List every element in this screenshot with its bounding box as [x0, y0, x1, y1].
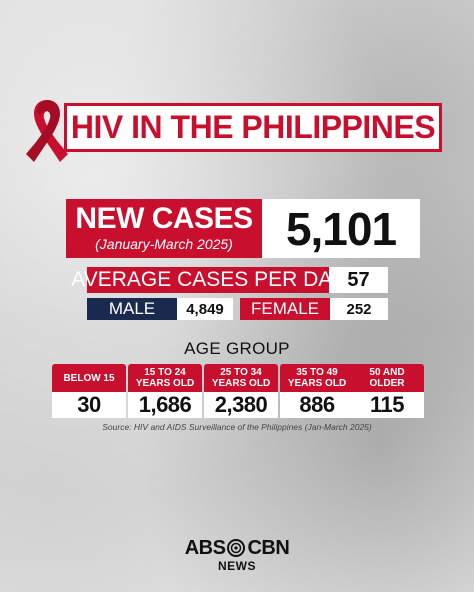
age-group-25-34: 25 TO 34 YEARS OLD 2,380: [204, 364, 278, 418]
male-value: 4,849: [177, 298, 233, 320]
age-group-label: 15 TO 24 YEARS OLD: [128, 364, 202, 392]
female-value: 252: [330, 298, 388, 320]
age-group-50-older: 50 AND OLDER 115: [350, 364, 424, 418]
page-title: HIV IN THE PHILIPPINES: [70, 109, 436, 145]
age-group-below-15: BELOW 15 30: [52, 364, 126, 418]
age-group-15-24: 15 TO 24 YEARS OLD 1,686: [128, 364, 202, 418]
age-group-label: 50 AND OLDER: [350, 364, 424, 392]
abs-cbn-logo-mark-icon: [227, 539, 246, 557]
age-group-35-49: 35 TO 49 YEARS OLD 886: [280, 364, 354, 418]
abs-cbn-news-logo: ABS CBN NEWS: [0, 538, 474, 573]
female-label: FEMALE: [240, 298, 330, 320]
age-group-heading: AGE GROUP: [184, 339, 290, 358]
age-group-value: 115: [350, 392, 424, 418]
title-box: HIV IN THE PHILIPPINES: [64, 103, 442, 152]
age-group-label: 25 TO 34 YEARS OLD: [204, 364, 278, 392]
age-group-label: 35 TO 49 YEARS OLD: [280, 364, 354, 392]
red-ribbon-icon: [26, 100, 68, 162]
new-cases-label: NEW CASES: [75, 202, 253, 235]
logo-right-text: CBN: [247, 537, 290, 559]
new-cases-period: (January-March 2025): [95, 236, 233, 252]
new-cases-value: 5,101: [262, 199, 420, 258]
logo-left-text: ABS: [184, 537, 226, 559]
age-group-value: 30: [52, 392, 126, 418]
average-per-day-label: AVERAGE CASES PER DAY: [71, 267, 345, 293]
male-label: MALE: [87, 298, 177, 320]
age-group-value: 1,686: [128, 392, 202, 418]
new-cases-label-box: NEW CASES (January-March 2025): [66, 199, 262, 258]
average-per-day-value: 57: [329, 267, 388, 293]
age-group-value: 886: [280, 392, 354, 418]
age-group-label: BELOW 15: [52, 364, 126, 392]
source-note: Source: HIV and AIDS Surveillance of the…: [102, 422, 372, 432]
logo-news-text: NEWS: [218, 559, 256, 573]
age-group-value: 2,380: [204, 392, 278, 418]
